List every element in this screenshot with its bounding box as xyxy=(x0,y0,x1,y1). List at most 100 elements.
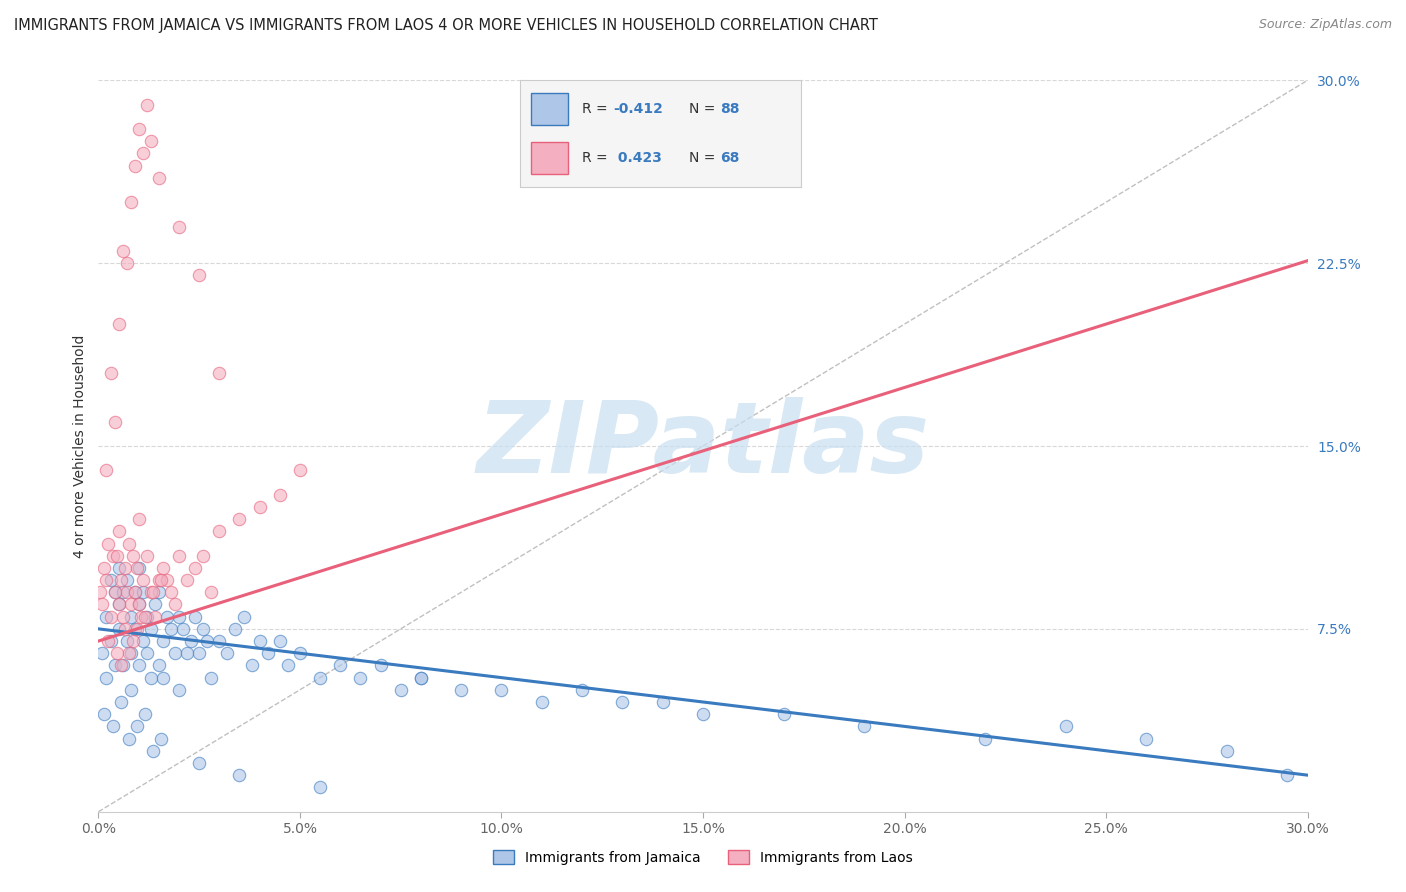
Immigrants from Laos xyxy=(107,524,129,539)
Text: R =: R = xyxy=(582,152,612,165)
Immigrants from Jamaica xyxy=(132,634,155,648)
Immigrants from Jamaica xyxy=(134,707,156,722)
Immigrants from Jamaica xyxy=(349,671,371,685)
Text: 0.423: 0.423 xyxy=(613,152,662,165)
Immigrants from Jamaica xyxy=(176,646,198,660)
Immigrants from Laos xyxy=(96,463,118,477)
Immigrants from Laos xyxy=(148,170,170,185)
Immigrants from Laos xyxy=(107,598,129,612)
Immigrants from Laos xyxy=(97,634,120,648)
Immigrants from Laos xyxy=(110,573,132,587)
Immigrants from Jamaica xyxy=(1216,744,1239,758)
Immigrants from Jamaica xyxy=(217,646,239,660)
Immigrants from Jamaica xyxy=(232,609,254,624)
Immigrants from Laos xyxy=(249,500,271,514)
Immigrants from Jamaica xyxy=(124,622,146,636)
Immigrants from Jamaica xyxy=(188,646,211,660)
Immigrants from Jamaica xyxy=(612,695,634,709)
Immigrants from Jamaica xyxy=(240,658,263,673)
Immigrants from Laos xyxy=(149,573,172,587)
Immigrants from Laos xyxy=(125,622,148,636)
Immigrants from Laos xyxy=(107,317,129,331)
Immigrants from Laos xyxy=(110,658,132,673)
Immigrants from Jamaica xyxy=(309,671,332,685)
Immigrants from Laos xyxy=(121,634,143,648)
Immigrants from Jamaica xyxy=(118,731,141,746)
Immigrants from Laos xyxy=(142,585,165,599)
Immigrants from Laos xyxy=(124,585,146,599)
Immigrants from Jamaica xyxy=(195,634,218,648)
Immigrants from Jamaica xyxy=(110,695,132,709)
Immigrants from Jamaica xyxy=(152,634,174,648)
Immigrants from Jamaica xyxy=(269,634,291,648)
Text: ZIPatlas: ZIPatlas xyxy=(477,398,929,494)
Immigrants from Laos xyxy=(228,512,250,526)
Immigrants from Laos xyxy=(139,585,162,599)
Immigrants from Laos xyxy=(135,549,157,563)
Immigrants from Laos xyxy=(124,159,146,173)
Immigrants from Jamaica xyxy=(200,671,222,685)
Immigrants from Laos xyxy=(105,549,128,563)
Immigrants from Laos xyxy=(114,622,136,636)
Immigrants from Laos xyxy=(96,573,118,587)
Immigrants from Jamaica xyxy=(571,682,593,697)
Immigrants from Jamaica xyxy=(188,756,211,770)
Immigrants from Jamaica xyxy=(160,622,183,636)
Immigrants from Jamaica xyxy=(107,561,129,575)
Immigrants from Jamaica xyxy=(120,682,142,697)
Immigrants from Jamaica xyxy=(124,585,146,599)
Bar xyxy=(531,93,568,125)
Immigrants from Laos xyxy=(128,598,150,612)
Immigrants from Laos xyxy=(134,609,156,624)
Immigrants from Laos xyxy=(167,549,190,563)
Immigrants from Laos xyxy=(288,463,311,477)
Legend: Immigrants from Jamaica, Immigrants from Laos: Immigrants from Jamaica, Immigrants from… xyxy=(488,845,918,871)
Immigrants from Laos xyxy=(193,549,215,563)
Immigrants from Jamaica xyxy=(132,585,155,599)
Immigrants from Laos xyxy=(188,268,211,283)
Immigrants from Jamaica xyxy=(96,671,118,685)
Immigrants from Laos xyxy=(103,415,125,429)
Text: N =: N = xyxy=(689,152,720,165)
Immigrants from Jamaica xyxy=(91,646,114,660)
Immigrants from Laos xyxy=(128,512,150,526)
Immigrants from Jamaica xyxy=(128,598,150,612)
Immigrants from Jamaica xyxy=(149,731,172,746)
Immigrants from Laos xyxy=(132,146,155,161)
Immigrants from Laos xyxy=(120,598,142,612)
Immigrants from Laos xyxy=(100,609,122,624)
Immigrants from Laos xyxy=(120,195,142,210)
Text: 68: 68 xyxy=(720,152,740,165)
Immigrants from Laos xyxy=(118,646,141,660)
Immigrants from Laos xyxy=(163,598,186,612)
Immigrants from Laos xyxy=(156,573,179,587)
Immigrants from Laos xyxy=(100,366,122,380)
Text: N =: N = xyxy=(689,103,720,116)
Immigrants from Jamaica xyxy=(172,622,194,636)
Immigrants from Jamaica xyxy=(163,646,186,660)
Immigrants from Jamaica xyxy=(184,609,207,624)
Immigrants from Jamaica xyxy=(193,622,215,636)
Immigrants from Jamaica xyxy=(853,719,876,733)
Bar xyxy=(531,143,568,175)
Immigrants from Jamaica xyxy=(309,780,332,795)
Immigrants from Jamaica xyxy=(115,634,138,648)
Immigrants from Jamaica xyxy=(249,634,271,648)
Immigrants from Laos xyxy=(115,256,138,270)
Text: Source: ZipAtlas.com: Source: ZipAtlas.com xyxy=(1258,18,1392,31)
Immigrants from Jamaica xyxy=(135,609,157,624)
Immigrants from Laos xyxy=(184,561,207,575)
Text: R =: R = xyxy=(582,103,612,116)
Text: IMMIGRANTS FROM JAMAICA VS IMMIGRANTS FROM LAOS 4 OR MORE VEHICLES IN HOUSEHOLD : IMMIGRANTS FROM JAMAICA VS IMMIGRANTS FR… xyxy=(14,18,877,33)
Immigrants from Jamaica xyxy=(772,707,794,722)
Immigrants from Jamaica xyxy=(139,671,162,685)
Immigrants from Jamaica xyxy=(692,707,714,722)
Immigrants from Jamaica xyxy=(107,622,129,636)
Immigrants from Jamaica xyxy=(370,658,392,673)
Immigrants from Laos xyxy=(148,573,170,587)
Immigrants from Jamaica xyxy=(135,646,157,660)
Immigrants from Jamaica xyxy=(1135,731,1157,746)
Immigrants from Jamaica xyxy=(491,682,513,697)
Immigrants from Jamaica xyxy=(450,682,472,697)
Immigrants from Laos xyxy=(152,561,174,575)
